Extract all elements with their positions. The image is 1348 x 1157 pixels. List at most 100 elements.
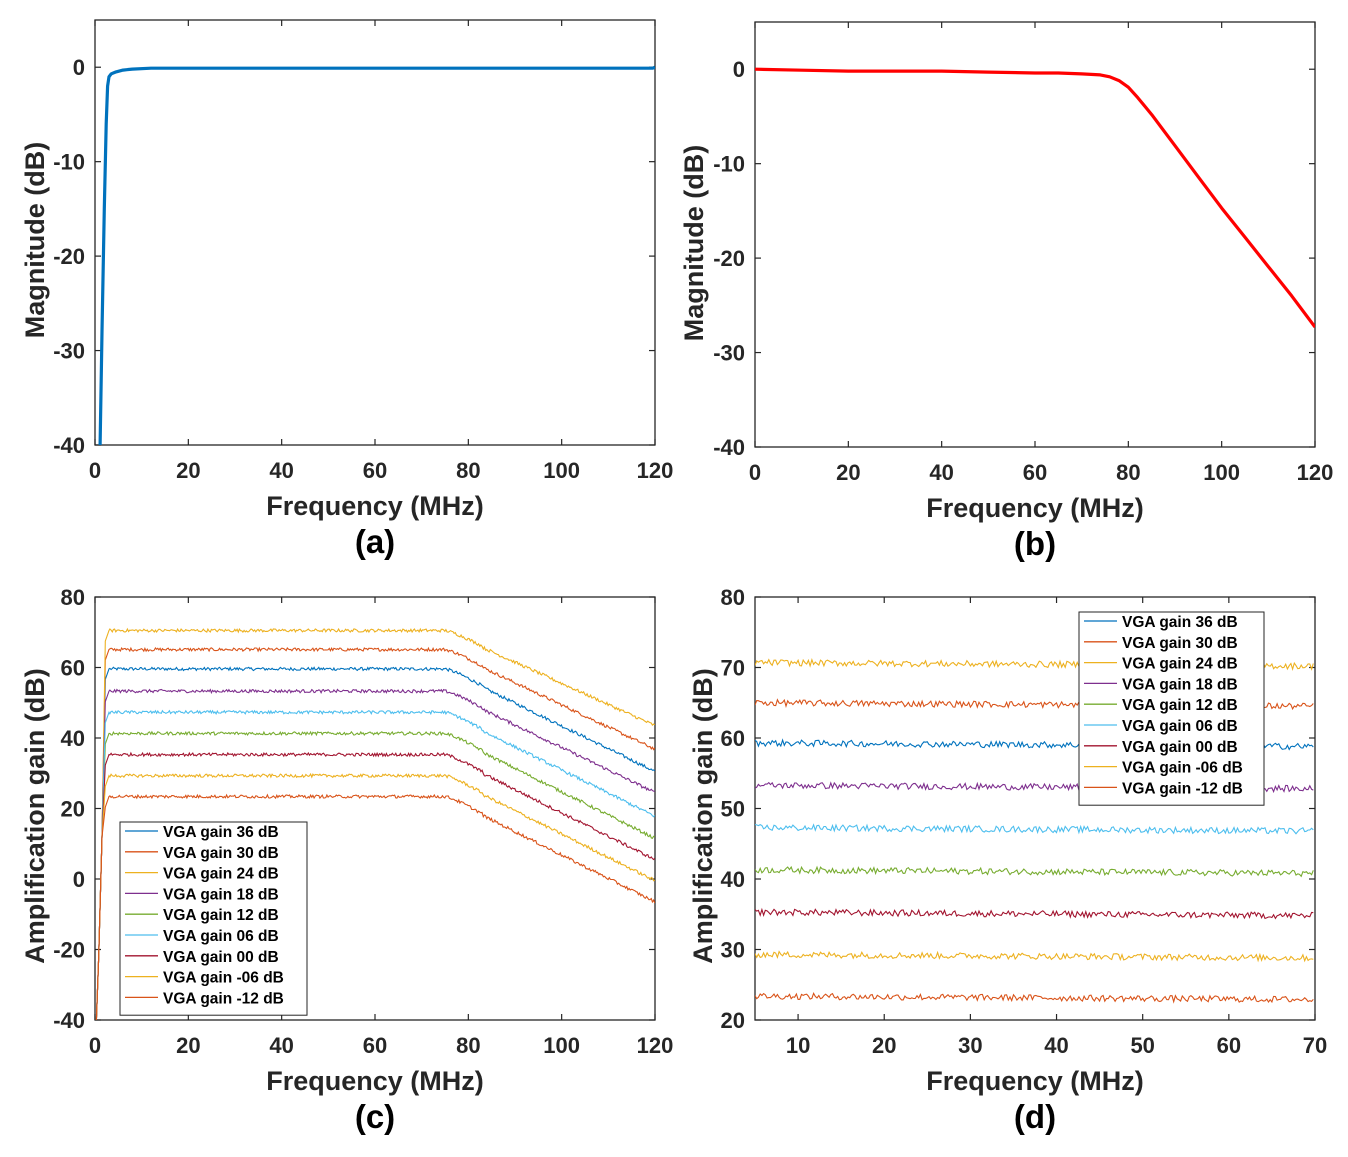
legend-entry: VGA gain 18 dB xyxy=(1122,676,1238,693)
x-tick-label: 60 xyxy=(363,1033,387,1058)
x-axis-label: Frequency (MHz) xyxy=(926,493,1144,523)
panel-label: (a) xyxy=(355,523,395,560)
x-tick-label: 60 xyxy=(363,458,387,483)
x-tick-label: 0 xyxy=(89,458,101,483)
legend-entry: VGA gain 30 dB xyxy=(1122,635,1238,652)
panel-label: (d) xyxy=(1014,1098,1056,1135)
y-tick-label: 0 xyxy=(733,57,745,82)
legend-box xyxy=(119,821,308,1016)
chart-panel-d: 10 20 30 40 50 60 70 20 30 40 50 60 70 80 Frequency (M… xyxy=(688,585,1327,1135)
y-tick-label: 80 xyxy=(721,585,745,610)
y-tick-label: 0 xyxy=(73,867,85,892)
chart-panel-c: 0 20 40 60 80 100 120 -40 -20 0 20 40 60 80 Frequency … xyxy=(20,585,673,1135)
x-tick-label: 10 xyxy=(786,1033,810,1058)
legend-entry: VGA gain 30 dB xyxy=(163,845,279,862)
y-tick-label: -40 xyxy=(713,435,745,460)
y-tick-label: -40 xyxy=(53,433,85,458)
legend-entry: VGA gain 18 dB xyxy=(163,886,279,903)
x-tick-label: 40 xyxy=(929,460,953,485)
x-tick-label: 120 xyxy=(637,458,674,483)
series-line xyxy=(98,65,655,445)
legend-box xyxy=(1078,611,1265,806)
y-tick-label: 0 xyxy=(73,55,85,80)
series-line xyxy=(755,823,1314,835)
y-tick-label: -40 xyxy=(53,1008,85,1033)
y-tick-label: 60 xyxy=(721,726,745,751)
plot-area xyxy=(98,65,655,445)
panel-label: (c) xyxy=(355,1098,395,1135)
x-axis-label: Frequency (MHz) xyxy=(926,1066,1144,1096)
x-axis-label: Frequency (MHz) xyxy=(266,491,484,521)
legend-entry: VGA gain 36 dB xyxy=(1122,614,1238,631)
legend-entry: VGA gain 36 dB xyxy=(163,824,279,841)
x-tick-label: 20 xyxy=(176,1033,200,1058)
x-tick-label: 20 xyxy=(872,1033,896,1058)
x-tick-label: 60 xyxy=(1217,1033,1241,1058)
x-tick-label: 100 xyxy=(543,458,580,483)
x-tick-label: 40 xyxy=(269,458,293,483)
y-tick-label: 40 xyxy=(721,867,745,892)
y-axis-label: Amplification gain (dB) xyxy=(20,668,50,963)
series-line xyxy=(755,865,1314,878)
y-tick-label: -20 xyxy=(53,938,85,963)
legend-entry: VGA gain 12 dB xyxy=(163,907,279,924)
y-tick-label: -20 xyxy=(53,244,85,269)
y-tick-label: 40 xyxy=(61,726,85,751)
series-line xyxy=(95,646,655,1020)
legend-entry: VGA gain -12 dB xyxy=(1122,780,1243,797)
y-tick-label: 50 xyxy=(721,797,745,822)
series-line xyxy=(755,907,1314,920)
series-line xyxy=(755,991,1314,1004)
x-axis-label: Frequency (MHz) xyxy=(266,1066,484,1096)
legend: VGA gain 36 dB VGA gain 30 dB VGA gain 24 … xyxy=(1078,611,1265,806)
y-tick-label: 60 xyxy=(61,656,85,681)
x-tick-label: 80 xyxy=(456,1033,480,1058)
plot-frame xyxy=(754,21,1316,448)
x-tick-label: 0 xyxy=(749,460,761,485)
plot-area xyxy=(755,67,1315,329)
x-tick-label: 40 xyxy=(1044,1033,1068,1058)
y-axis-label: Magnitude (dB) xyxy=(20,142,50,338)
y-tick-label: -30 xyxy=(713,341,745,366)
x-tick-label: 20 xyxy=(836,460,860,485)
x-tick-label: 50 xyxy=(1130,1033,1154,1058)
legend-entry: VGA gain 24 dB xyxy=(163,866,279,883)
series-line xyxy=(95,793,655,1020)
y-tick-label: 70 xyxy=(721,656,745,681)
x-tick-label: 80 xyxy=(1116,460,1140,485)
x-tick-label: 120 xyxy=(637,1033,674,1058)
x-tick-label: 70 xyxy=(1303,1033,1327,1058)
legend: VGA gain 36 dB VGA gain 30 dB VGA gain 24 … xyxy=(119,821,308,1016)
plot-area xyxy=(95,627,655,1020)
legend-entry: VGA gain 06 dB xyxy=(1122,718,1238,735)
y-tick-label: 80 xyxy=(61,585,85,610)
y-axis-label: Magnitude (dB) xyxy=(679,145,709,341)
y-tick-label: 20 xyxy=(721,1008,745,1033)
x-tick-label: 40 xyxy=(269,1033,293,1058)
x-tick-label: 80 xyxy=(456,458,480,483)
legend-entry: VGA gain -06 dB xyxy=(163,970,284,987)
series-line xyxy=(95,627,655,1020)
x-tick-label: 0 xyxy=(89,1033,101,1058)
legend-entry: VGA gain 06 dB xyxy=(163,928,279,945)
x-tick-label: 120 xyxy=(1297,460,1334,485)
legend-entry: VGA gain 24 dB xyxy=(1122,656,1238,673)
y-tick-label: 20 xyxy=(61,797,85,822)
y-tick-label: 30 xyxy=(721,938,745,963)
y-tick-label: -30 xyxy=(53,339,85,364)
chart-panel-a: 0 20 40 60 80 100 120 -40 -30 -20 -10 0 Frequency (M… xyxy=(20,19,674,560)
x-tick-label: 30 xyxy=(958,1033,982,1058)
legend-entry: VGA gain 00 dB xyxy=(163,949,279,966)
series-line xyxy=(95,666,655,1020)
series-line xyxy=(755,67,1315,329)
y-tick-label: -10 xyxy=(713,152,745,177)
y-axis-label: Amplification gain (dB) xyxy=(688,668,718,963)
x-tick-label: 100 xyxy=(543,1033,580,1058)
x-tick-label: 100 xyxy=(1203,460,1240,485)
series-line xyxy=(95,772,655,1020)
legend-entry: VGA gain 12 dB xyxy=(1122,697,1238,714)
legend-entry: VGA gain -12 dB xyxy=(163,990,284,1007)
panel-label: (b) xyxy=(1014,525,1056,562)
y-tick-label: -10 xyxy=(53,150,85,175)
